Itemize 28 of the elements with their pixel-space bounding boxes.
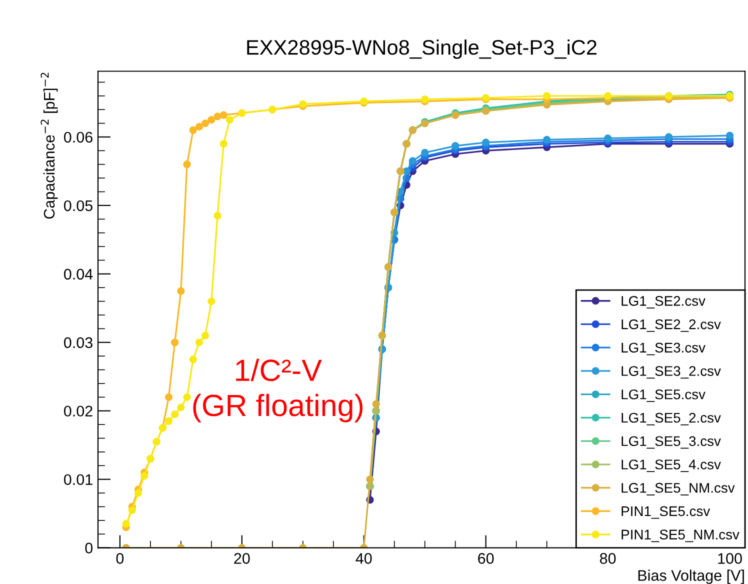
x-tick-label: 80: [600, 553, 616, 564]
legend-label: LG1_SE3_2.csv: [622, 366, 721, 379]
y-tick-label: 0.06: [64, 132, 92, 143]
y-tick-label: 0.04: [64, 268, 93, 280]
x-tick-label: 20: [234, 553, 250, 564]
annotation: 1/C²-V (GR floating): [193, 358, 363, 422]
legend-label: LG1_SE5.csv: [622, 389, 706, 402]
x-tick-label: 40: [356, 553, 372, 564]
legend-label: LG1_SE5_NM.csv: [622, 482, 735, 496]
y-tick-label: 0.03: [64, 337, 92, 348]
legend-label: LG1_SE2.csv: [622, 296, 706, 308]
y-tick-label: 0: [85, 542, 93, 554]
chart-title: EXX28995-WNo8_Single_Set-P3_iC2: [247, 39, 596, 59]
x-tick-label: 60: [478, 553, 494, 564]
y-tick-label: 0.02: [64, 406, 92, 417]
legend-label: LG1_SE5_4.csv: [622, 460, 721, 472]
legend-label: LG1_SE5_2.csv: [622, 412, 721, 426]
legend-label: LG1_SE2_2.csv: [622, 319, 721, 332]
legend-label: LG1_SE3.csv: [622, 342, 706, 356]
legend-label: LG1_SE5_3.csv: [622, 436, 721, 449]
y-tick-label: 0.05: [64, 200, 92, 212]
x-tick-label: 0: [116, 553, 124, 564]
x-axis-title: Bias Voltage [V]: [638, 570, 744, 584]
y-axis-title: Capacitance$^{−2}$ [pF]$^{−2}$: [40, 72, 58, 219]
y-tick-label: 0.01: [64, 474, 92, 486]
x-tick-label: 100: [718, 553, 742, 564]
legend-label: PIN1_SE5_NM.csv: [622, 530, 740, 542]
legend-label: PIN1_SE5.csv: [622, 506, 710, 519]
